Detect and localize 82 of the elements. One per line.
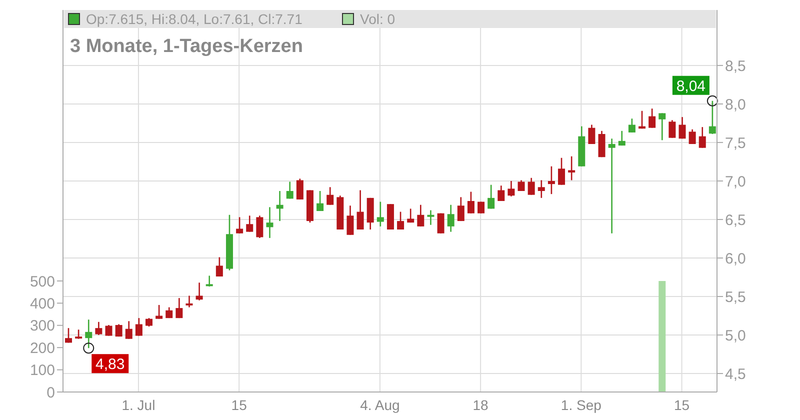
candlestick xyxy=(648,108,656,128)
candlestick xyxy=(457,196,464,222)
candlestick xyxy=(276,190,284,222)
y-tick-label: 6,0 xyxy=(725,250,746,268)
candlestick xyxy=(498,184,505,202)
candlestick xyxy=(256,214,264,239)
candlestick xyxy=(186,295,193,308)
candlestick xyxy=(75,328,82,340)
candlestick xyxy=(467,191,474,214)
candlestick xyxy=(708,100,716,135)
annotation: Vol: 0 xyxy=(360,11,396,27)
candlestick xyxy=(95,321,102,336)
y-tick-label: 8,0 xyxy=(725,96,746,114)
candlestick xyxy=(417,204,424,228)
x-tick-label: 18 xyxy=(472,396,489,413)
candlestick xyxy=(326,186,334,206)
candlestick xyxy=(538,180,545,199)
y-tick-label: 5,0 xyxy=(725,327,746,344)
candlestick xyxy=(698,126,706,149)
candlestick xyxy=(156,304,163,320)
y2-tick-label: 200 xyxy=(30,340,55,357)
candlestick xyxy=(316,190,324,212)
y-tick-label: 5,5 xyxy=(725,288,746,306)
y-tick-label: 4,5 xyxy=(725,366,746,383)
candlestick xyxy=(216,256,223,278)
x-tick-label: 15 xyxy=(231,396,248,413)
x-tick-label: 15 xyxy=(674,396,690,413)
y-tick-label: 7,0 xyxy=(725,173,746,190)
candlestick xyxy=(508,180,515,198)
candlestick xyxy=(376,201,384,228)
candlestick xyxy=(628,118,636,134)
candlestick xyxy=(678,116,686,140)
candlestick xyxy=(668,119,676,138)
candlestick xyxy=(85,318,92,349)
candlestick xyxy=(196,282,203,301)
x-tick-label: 4. Aug xyxy=(360,396,400,413)
candlestick xyxy=(356,190,364,230)
candlestick xyxy=(397,211,404,230)
candlestick xyxy=(246,214,254,232)
y2-tick-label: 500 xyxy=(30,273,55,290)
candlestick xyxy=(236,216,244,234)
y-tick-label: 8,5 xyxy=(725,58,746,75)
y2-tick-label: 400 xyxy=(30,295,55,312)
y-tick-label: 7,5 xyxy=(725,134,746,152)
y2-tick-label: 0 xyxy=(46,384,55,402)
annotation: 4,83 xyxy=(96,356,125,374)
candlestick xyxy=(296,178,304,200)
candlestick xyxy=(135,317,142,336)
candlestick xyxy=(105,324,112,336)
x-tick-label: 1. Jul xyxy=(122,396,156,413)
candlestick xyxy=(608,138,616,234)
text: 3 Monate, 1-Tages-Kerzen xyxy=(70,36,303,58)
candlestick xyxy=(206,275,213,288)
candlestick xyxy=(266,206,274,239)
candlestick xyxy=(598,130,606,158)
candlestick xyxy=(548,166,555,195)
candlestick xyxy=(568,156,576,181)
candlestick xyxy=(488,184,495,210)
y2-tick-label: 100 xyxy=(30,362,55,380)
candlestick xyxy=(346,204,354,236)
candlestick xyxy=(286,181,294,200)
candlestick xyxy=(618,130,626,146)
y-tick-label: 6,5 xyxy=(725,212,746,229)
candlestick xyxy=(518,180,525,192)
annotation: 8,04 xyxy=(676,78,706,95)
candlestick xyxy=(558,157,566,186)
candlestick xyxy=(688,128,696,145)
candlestick xyxy=(115,324,122,338)
candlestick xyxy=(447,204,454,232)
y2-tick-label: 300 xyxy=(30,318,55,335)
candlestick xyxy=(427,210,434,226)
candlestick xyxy=(65,327,72,344)
candlestick xyxy=(437,212,444,234)
candlestick xyxy=(407,208,414,224)
candlestick xyxy=(125,320,132,340)
candlestick xyxy=(658,112,666,141)
annotation: Op:7.615, Hi:8.04, Lo:7.61, Cl:7.71 xyxy=(86,11,302,27)
candlestick xyxy=(176,297,183,319)
candlestick xyxy=(528,177,535,196)
candlestick xyxy=(588,124,596,145)
x-tick-label: 1. Sep xyxy=(560,396,602,413)
info-strip: Op:7.615, Hi:8.04, Lo:7.61, Cl:7.71 Vol: 0 xyxy=(64,10,716,28)
